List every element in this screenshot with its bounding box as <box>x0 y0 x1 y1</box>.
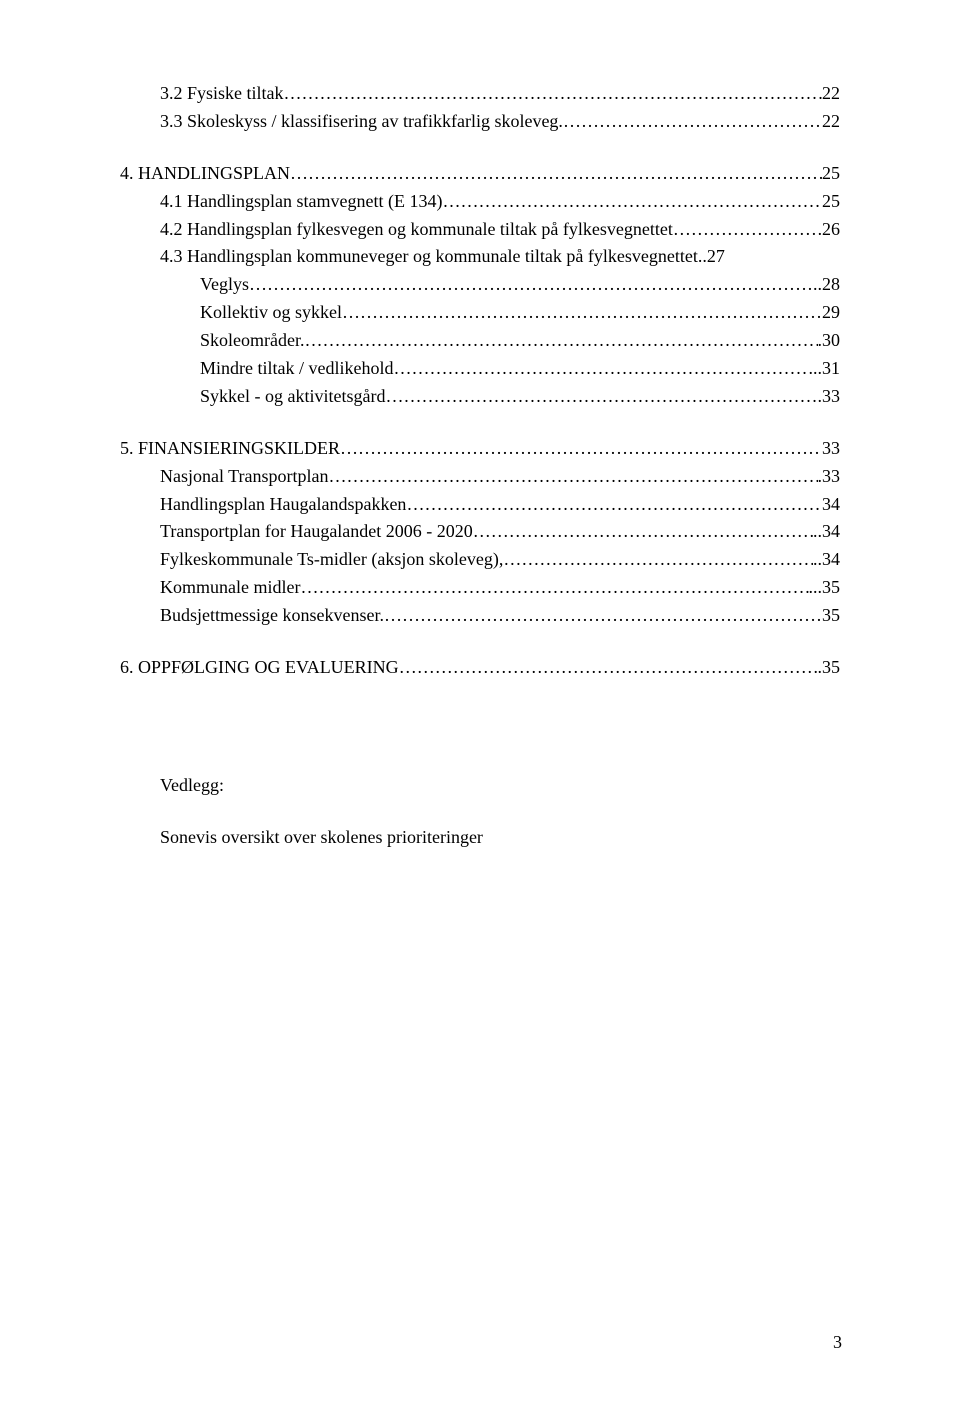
toc-page: ..34 <box>813 518 840 546</box>
toc-leader <box>399 654 818 682</box>
toc-page: 22 <box>822 80 840 108</box>
toc-leader <box>393 355 808 383</box>
toc-page: 33 <box>822 435 840 463</box>
toc-entry: Budsjettmessige konsekvenser. 35 <box>120 602 840 630</box>
toc-label: 3.2 Fysiske tiltak <box>160 80 284 108</box>
toc-entry: Skoleområder. .30 <box>120 327 840 355</box>
toc-page: 35 <box>822 602 840 630</box>
toc-page: ...31 <box>809 355 841 383</box>
toc-leader <box>329 463 818 491</box>
toc-label: Transportplan for Haugalandet 2006 - 202… <box>160 518 473 546</box>
toc-leader <box>290 160 822 188</box>
toc-container: 3.2 Fysiske tiltak 22 3.3 Skoleskyss / k… <box>120 80 840 852</box>
toc-entry: Kollektiv og sykkel 29 <box>120 299 840 327</box>
toc-entry: 5. FINANSIERINGSKILDER 33 <box>120 435 840 463</box>
toc-page: .35 <box>818 654 841 682</box>
toc-label: 4.2 Handlingsplan fylkesvegen og kommuna… <box>160 216 673 244</box>
toc-leader <box>673 216 822 244</box>
toc-entry: Fylkeskommunale Ts-midler (aksjon skolev… <box>120 546 840 574</box>
toc-entry: 3.2 Fysiske tiltak 22 <box>120 80 840 108</box>
toc-label: Kollektiv og sykkel <box>200 299 342 327</box>
toc-label: Nasjonal Transportplan <box>160 463 329 491</box>
toc-page: 22 <box>822 108 840 136</box>
toc-entry: Nasjonal Transportplan .33 <box>120 463 840 491</box>
toc-leader <box>342 299 822 327</box>
toc-page: 26 <box>822 216 840 244</box>
toc-page: 25 <box>822 188 840 216</box>
toc-entry: 4.2 Handlingsplan fylkesvegen og kommuna… <box>120 216 840 244</box>
toc-leader <box>503 546 813 574</box>
toc-label: Skoleområder. <box>200 327 304 355</box>
toc-page: ..34 <box>813 546 840 574</box>
toc-label: Sykkel - og aktivitetsgård <box>200 383 385 411</box>
toc-entry: 6. OPPFØLGING OG EVALUERING .35 <box>120 654 840 682</box>
toc-label: 4. HANDLINGSPLAN <box>120 160 290 188</box>
toc-leader <box>300 574 808 602</box>
toc-entry: 4. HANDLINGSPLAN 25 <box>120 160 840 188</box>
toc-leader <box>249 271 813 299</box>
toc-label: Veglys <box>200 271 249 299</box>
toc-page: 27 <box>707 243 725 271</box>
toc-label: Handlingsplan Haugalandspakken <box>160 491 406 519</box>
toc-entry: Veglys ..28 <box>120 271 840 299</box>
vedlegg-text: Sonevis oversikt over skolenes prioriter… <box>120 824 840 852</box>
toc-leader <box>442 188 822 216</box>
toc-page: 34 <box>822 491 840 519</box>
toc-entry: 3.3 Skoleskyss / klassifisering av trafi… <box>120 108 840 136</box>
toc-page: .33 <box>818 463 841 491</box>
toc-entry: Handlingsplan Haugalandspakken 34 <box>120 491 840 519</box>
toc-entry: 4.3 Handlingsplan kommuneveger og kommun… <box>120 243 840 271</box>
toc-entry: 4.1 Handlingsplan stamvegnett (E 134) 25 <box>120 188 840 216</box>
toc-label: Budsjettmessige konsekvenser. <box>160 602 384 630</box>
toc-entry: Mindre tiltak / vedlikehold ...31 <box>120 355 840 383</box>
toc-label: 5. FINANSIERINGSKILDER <box>120 435 340 463</box>
toc-leader <box>284 80 822 108</box>
toc-leader <box>406 491 822 519</box>
toc-label: 6. OPPFØLGING OG EVALUERING <box>120 654 399 682</box>
page-number: 3 <box>833 1329 842 1357</box>
toc-label: Mindre tiltak / vedlikehold <box>200 355 393 383</box>
toc-leader <box>304 327 817 355</box>
toc-label: 4.3 Handlingsplan kommuneveger og kommun… <box>160 243 707 271</box>
vedlegg-heading: Vedlegg: <box>120 772 840 800</box>
toc-leader <box>385 383 817 411</box>
toc-entry: Kommunale midler ...35 <box>120 574 840 602</box>
toc-entry: Transportplan for Haugalandet 2006 - 202… <box>120 518 840 546</box>
toc-entry: Sykkel - og aktivitetsgård .33 <box>120 383 840 411</box>
toc-label: Fylkeskommunale Ts-midler (aksjon skolev… <box>160 546 503 574</box>
toc-leader <box>340 435 822 463</box>
toc-page: ...35 <box>809 574 841 602</box>
toc-page: .33 <box>818 383 841 411</box>
toc-leader <box>384 602 822 630</box>
toc-label: Kommunale midler <box>160 574 300 602</box>
toc-page: 29 <box>822 299 840 327</box>
toc-leader <box>473 518 813 546</box>
toc-page: .30 <box>818 327 841 355</box>
toc-leader <box>563 108 822 136</box>
toc-label: 4.1 Handlingsplan stamvegnett (E 134) <box>160 188 442 216</box>
toc-page: ..28 <box>813 271 840 299</box>
toc-label: 3.3 Skoleskyss / klassifisering av trafi… <box>160 108 563 136</box>
toc-page: 25 <box>822 160 840 188</box>
